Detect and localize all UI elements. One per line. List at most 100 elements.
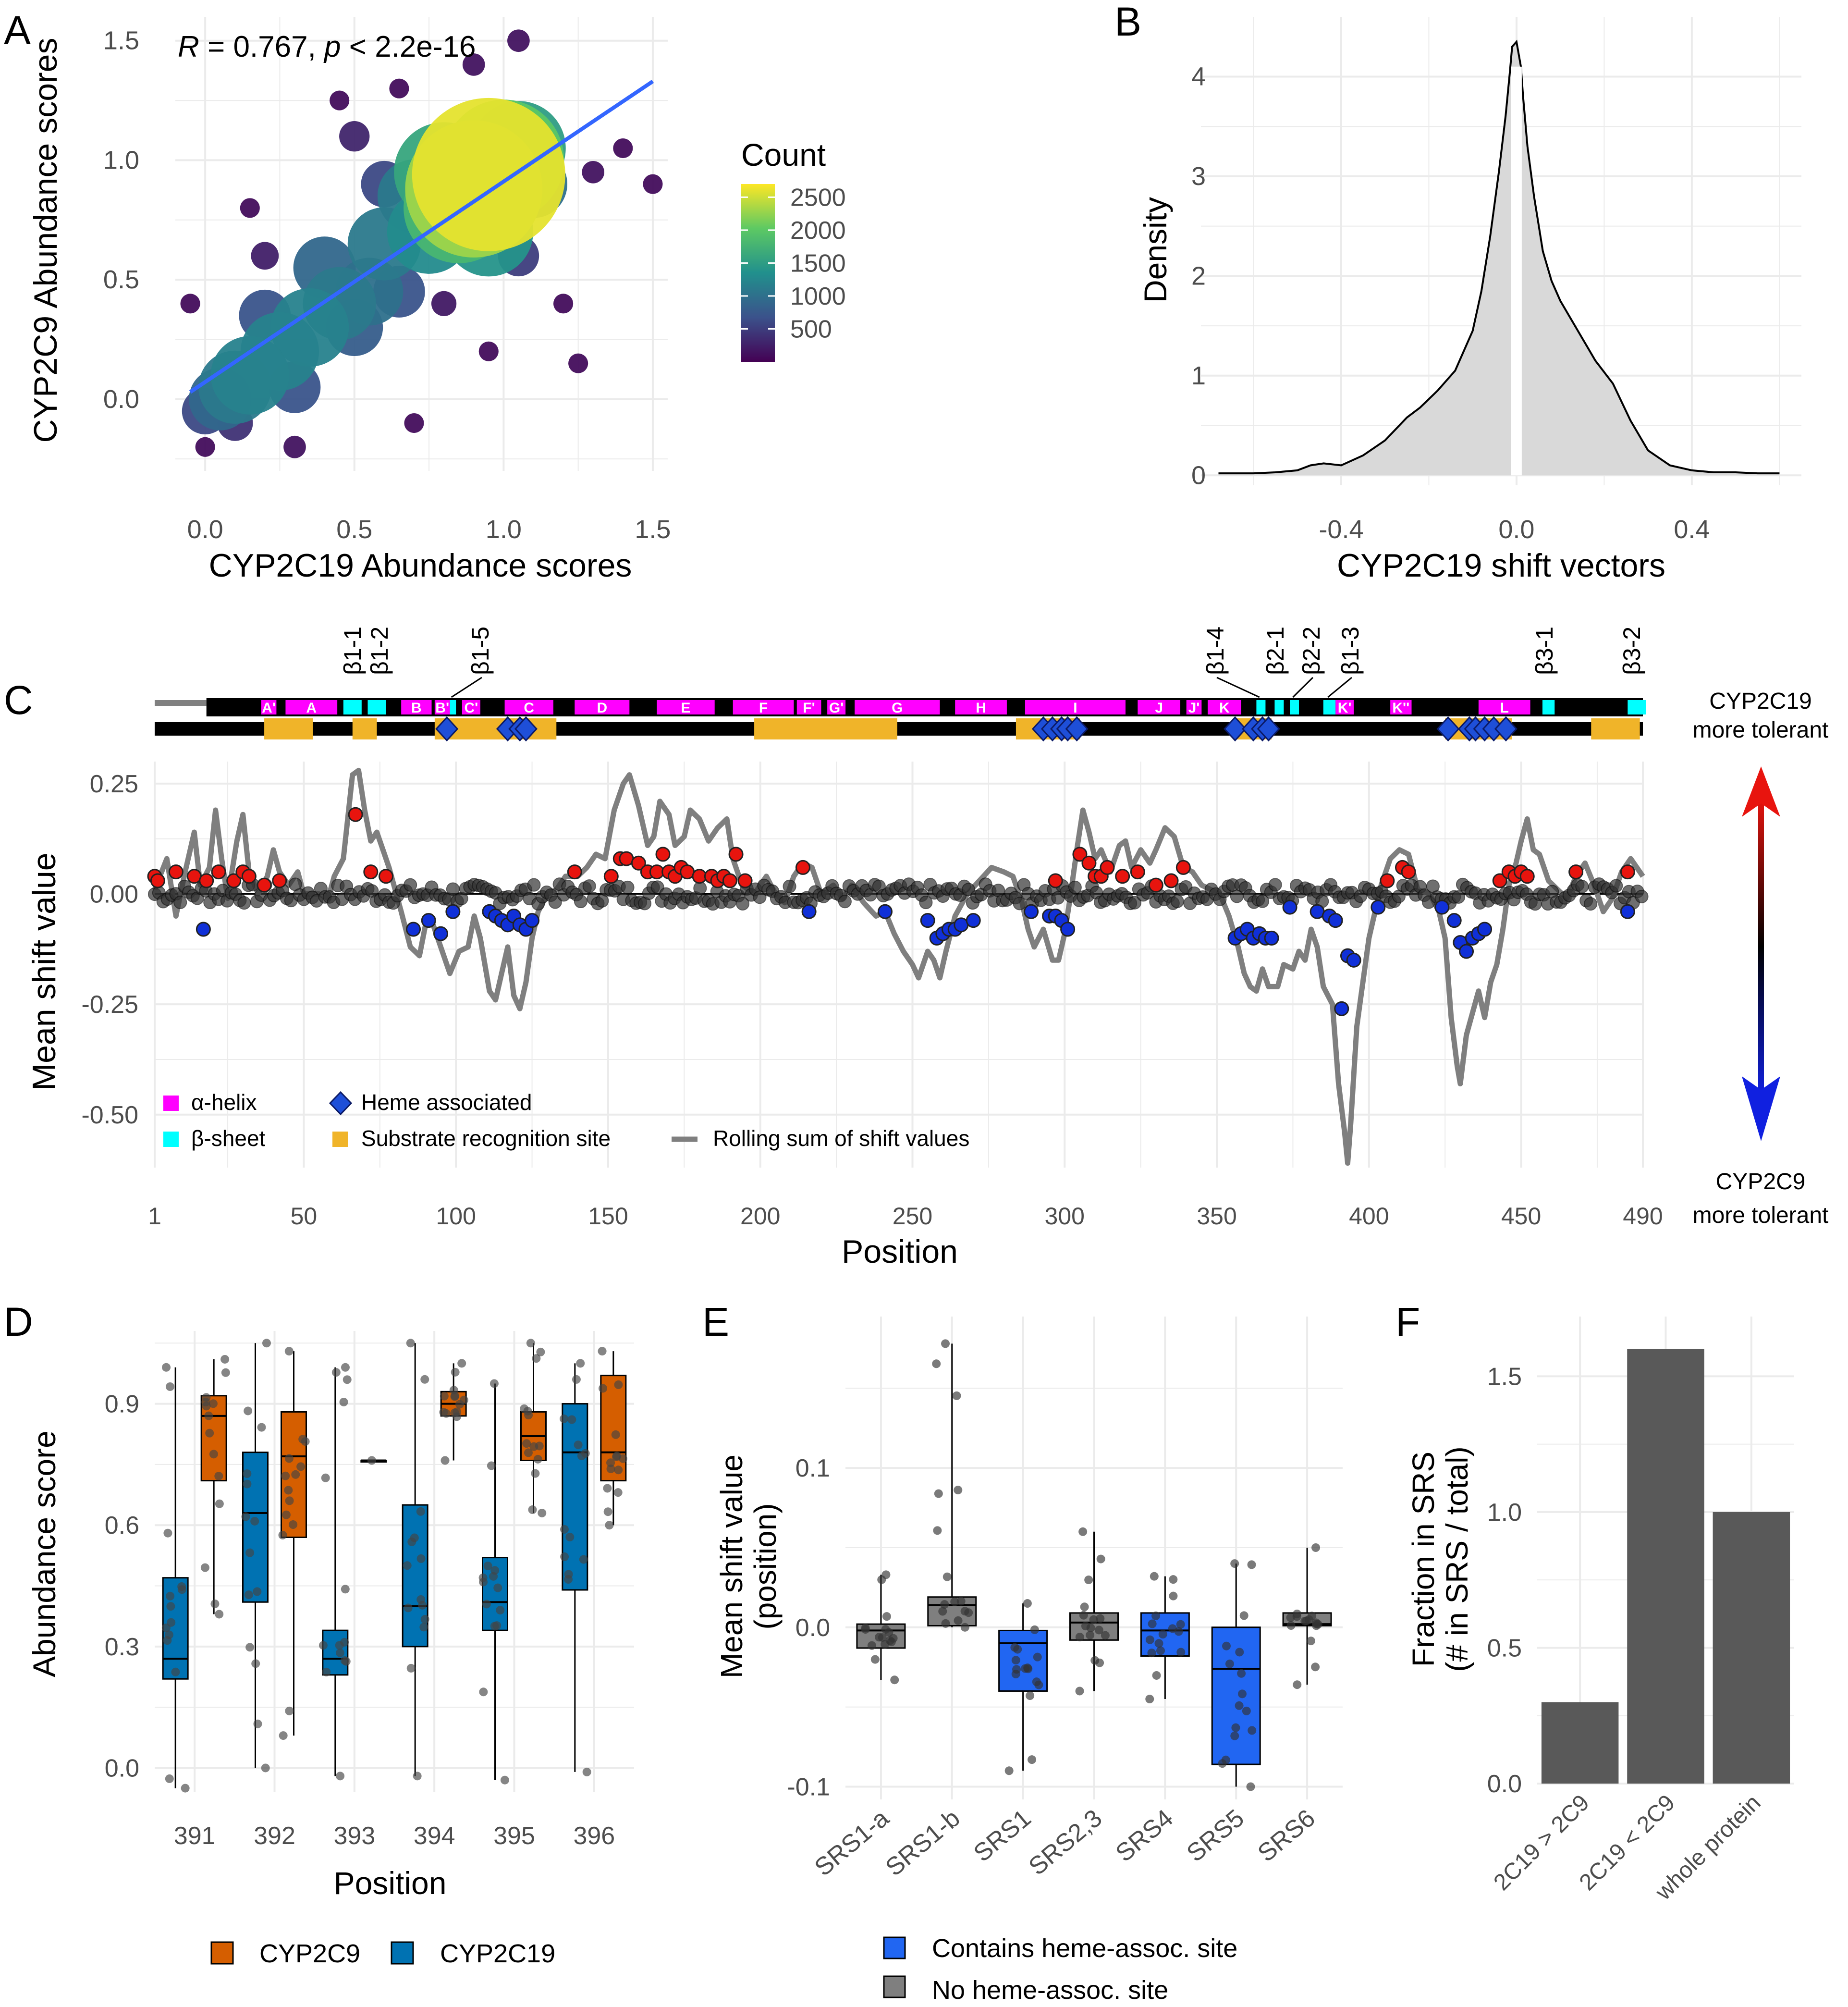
panel-b-ylabel: Density <box>1138 197 1173 303</box>
jitter-point <box>204 1411 213 1420</box>
jitter-point <box>205 1428 214 1438</box>
jitter-point <box>1248 1726 1257 1735</box>
jitter-point <box>1231 1723 1240 1732</box>
helix-label: I <box>1073 700 1077 716</box>
legend-noheme-box-swatch <box>883 1975 906 1998</box>
jitter-point <box>243 1479 252 1489</box>
positive-shift-point <box>680 864 695 880</box>
panel-a-fit-line <box>189 79 654 394</box>
r-value: = 0.767, <box>199 30 324 63</box>
x-tick-label: 250 <box>893 1203 932 1230</box>
negative-shift-point <box>1371 899 1386 915</box>
sheet-label: β2-2 <box>1298 627 1325 675</box>
neutral-point <box>753 890 767 904</box>
positive-shift-point <box>649 864 664 880</box>
jitter-point <box>1230 1731 1239 1740</box>
x-tick-label: 394 <box>414 1822 455 1850</box>
jitter-point <box>441 1456 450 1465</box>
jitter-point <box>870 1655 880 1664</box>
x-tick-label: 200 <box>740 1203 780 1230</box>
jitter-point <box>1176 1620 1185 1629</box>
y-tick-label: 0.0 <box>795 1614 830 1642</box>
jitter-point <box>496 1606 505 1615</box>
x-tick-label: 0.4 <box>1674 515 1710 544</box>
panel-label-f: F <box>1395 1299 1420 1344</box>
jitter-point <box>500 1775 509 1785</box>
jitter-point <box>440 1391 449 1401</box>
panel-e-ylabel-line1: Mean shift value <box>714 1454 749 1678</box>
heme-site-marker <box>435 716 459 742</box>
density-point <box>507 29 530 52</box>
density-point <box>389 78 409 99</box>
jitter-point <box>339 1397 348 1406</box>
jitter-point <box>528 1505 537 1514</box>
jitter-point <box>1145 1635 1154 1644</box>
helix-block <box>285 700 338 714</box>
jitter-point <box>281 1510 291 1519</box>
jitter-point <box>861 1624 870 1633</box>
positive-shift-point <box>378 869 393 884</box>
positive-shift-point <box>1081 855 1097 871</box>
negative-shift-point <box>1334 1001 1349 1016</box>
density-gap <box>1511 66 1522 476</box>
negative-shift-point <box>421 913 436 928</box>
panel-d-ticks: 0.0 0.3 0.6 0.9 391 392 393 394 395 396 <box>105 1391 615 1850</box>
positive-shift-point <box>1380 873 1395 888</box>
jitter-point <box>1081 1622 1090 1631</box>
jitter-point <box>950 1597 959 1606</box>
x-tick-label: 490 <box>1623 1203 1663 1230</box>
jitter-point <box>1221 1755 1230 1764</box>
density-point <box>568 353 588 373</box>
jitter-point <box>1023 1599 1032 1608</box>
jitter-point <box>1222 1641 1231 1650</box>
helix-block <box>657 700 715 714</box>
neutral-point <box>1127 896 1141 910</box>
legend-heme-box-label: Contains heme-assoc. site <box>932 1934 1237 1963</box>
sheet-leader-line <box>1216 677 1260 698</box>
jitter-point <box>336 1772 345 1781</box>
panel-a-xlabel: CYP2C19 Abundance scores <box>209 547 632 584</box>
negative-shift-point <box>1477 922 1493 937</box>
y-tick-label: 0.0 <box>103 385 139 414</box>
negative-shift-point <box>1346 952 1361 968</box>
density-point <box>478 341 499 361</box>
jitter-point <box>406 1339 415 1348</box>
colorbar-tick-label: 1500 <box>790 249 846 277</box>
neutral-point <box>1013 897 1027 911</box>
jitter-point <box>1293 1680 1302 1689</box>
x-tick-label: 392 <box>254 1822 295 1850</box>
helix-label: G <box>892 700 903 716</box>
jitter-point <box>612 1452 622 1461</box>
positive-shift-point <box>241 869 257 884</box>
helix-block <box>733 700 794 714</box>
positive-shift-point <box>1115 869 1130 884</box>
density-area <box>1218 41 1780 476</box>
jitter-point <box>531 1469 540 1478</box>
negative-shift-point <box>406 922 421 937</box>
helix-block <box>575 700 630 714</box>
jitter-point <box>296 1462 306 1471</box>
jitter-point <box>441 1409 451 1418</box>
x-tick-label: 391 <box>174 1822 216 1850</box>
neutral-point <box>574 895 587 909</box>
shift-points <box>147 807 1649 1016</box>
legend-sheet-label: β-sheet <box>191 1126 266 1151</box>
jitter-point <box>1313 1620 1322 1629</box>
neutral-point <box>582 879 596 893</box>
positive-shift-point <box>1175 860 1191 875</box>
jitter-point <box>1286 1621 1296 1630</box>
neutral-point <box>173 895 187 909</box>
structure-tracks: A' A B B' C' C D E F F' G' G H I J J' K K' K'' Lβ1-1 β1-2 β1-… <box>155 627 1646 742</box>
legend-cyp2c19-swatch <box>391 1941 414 1965</box>
x-tick-label: 450 <box>1501 1203 1541 1230</box>
jitter-point <box>449 1386 458 1395</box>
helix-label: B <box>411 700 422 716</box>
positive-shift-point <box>1620 864 1635 880</box>
jitter-point <box>1148 1619 1157 1628</box>
box-body <box>1211 1626 1261 1765</box>
jitter-point <box>605 1521 614 1530</box>
panel-c-ylabel: Mean shift value <box>26 852 62 1090</box>
jitter-point <box>215 1610 224 1619</box>
positive-shift-point <box>567 864 582 880</box>
helix-label: A' <box>262 700 276 716</box>
